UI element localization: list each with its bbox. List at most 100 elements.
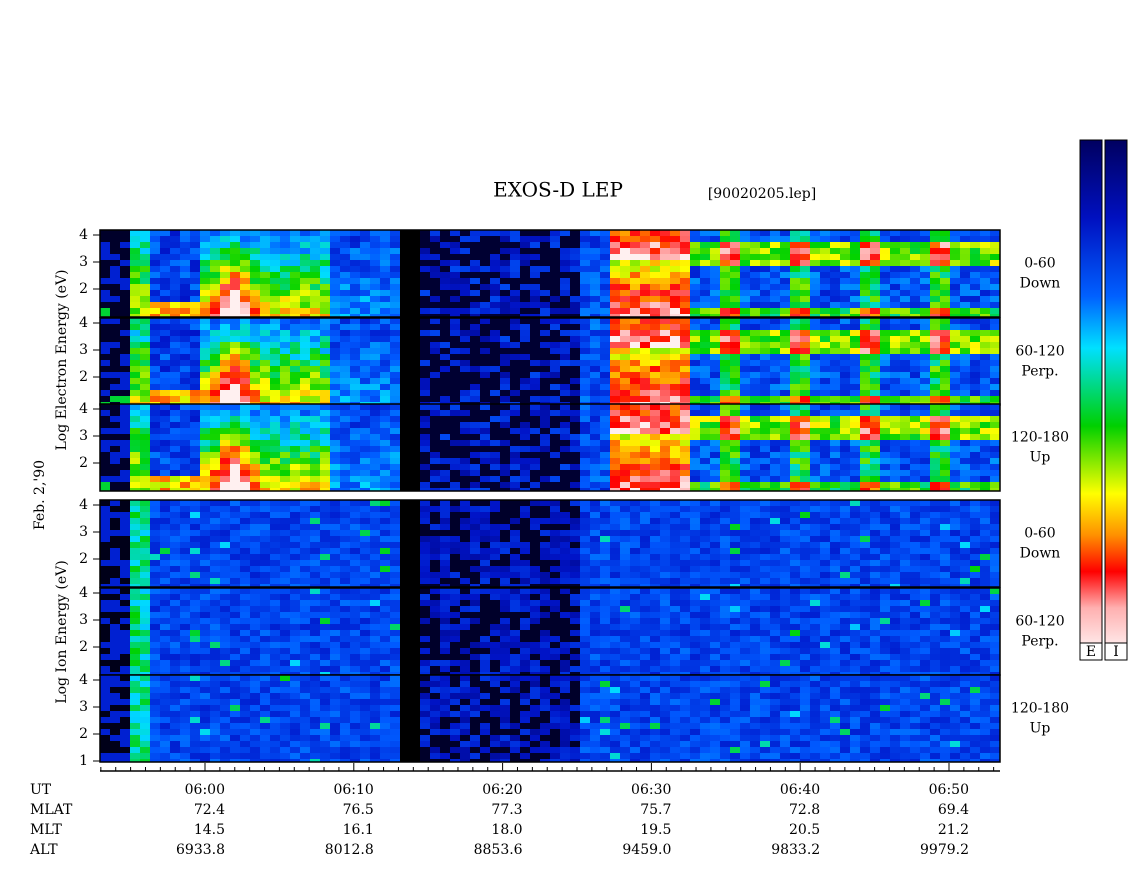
spectrogram-cell <box>830 272 840 278</box>
spectrogram-cell <box>460 284 470 290</box>
spectrogram-cell <box>800 378 810 384</box>
spectrogram-cell <box>140 476 150 482</box>
spectrogram-cell <box>120 512 130 518</box>
spectrogram-cell <box>620 290 630 296</box>
spectrogram-cell <box>240 318 250 324</box>
spectrogram-cell <box>200 378 210 384</box>
spectrogram-cell <box>230 572 240 578</box>
spectrogram-cell <box>850 360 860 366</box>
spectrogram-cell <box>480 452 490 458</box>
spectrogram-cell <box>870 360 880 366</box>
spectrogram-cell <box>450 254 460 260</box>
spectrogram-cell <box>670 236 680 242</box>
spectrogram-cell <box>360 482 370 488</box>
spectrogram-cell <box>350 458 360 464</box>
spectrogram-cell <box>130 506 140 512</box>
spectrogram-cell <box>400 560 410 566</box>
spectrogram-cell <box>460 278 470 284</box>
spectrogram-cell <box>840 236 850 242</box>
spectrogram-cell <box>690 500 700 506</box>
spectrogram-cell <box>850 254 860 260</box>
spectrogram-cell <box>180 458 190 464</box>
spectrogram-cell <box>150 578 160 584</box>
spectrogram-cell <box>550 572 560 578</box>
spectrogram-cell <box>750 272 760 278</box>
spectrogram-cell <box>420 416 430 422</box>
spectrogram-cell <box>580 390 590 396</box>
spectrogram-cell <box>300 446 310 452</box>
spectrogram-cell <box>380 476 390 482</box>
spectrogram-cell <box>540 500 550 506</box>
spectrogram-cell <box>930 302 940 308</box>
spectrogram-cell <box>710 530 720 536</box>
spectrogram-cell <box>250 254 260 260</box>
spectrogram-cell <box>860 378 870 384</box>
spectrogram-cell <box>680 428 690 434</box>
spectrogram-cell <box>370 560 380 566</box>
spectrogram-cell <box>450 560 460 566</box>
spectrogram-cell <box>990 440 1000 446</box>
spectrogram-cell <box>420 542 430 548</box>
spectrogram-cell <box>400 446 410 452</box>
spectrogram-cell <box>430 302 440 308</box>
spectrogram-cell <box>520 318 530 324</box>
spectrogram-cell <box>970 254 980 260</box>
spectrogram-cell <box>670 566 680 572</box>
spectrogram-cell <box>420 348 430 354</box>
spectrogram-cell <box>250 542 260 548</box>
spectrogram-cell <box>850 302 860 308</box>
spectrogram-cell <box>290 366 300 372</box>
spectrogram-cell <box>820 348 830 354</box>
spectrogram-cell <box>560 440 570 446</box>
spectrogram-cell <box>850 422 860 428</box>
spectrogram-cell <box>240 230 250 236</box>
spectrogram-cell <box>300 470 310 476</box>
spectrogram-cell <box>520 354 530 360</box>
spectrogram-cell <box>190 512 200 518</box>
spectrogram-cell <box>660 434 670 440</box>
spectrogram-cell <box>440 384 450 390</box>
spectrogram-cell <box>830 458 840 464</box>
spectrogram-cell <box>140 434 150 440</box>
spectrogram-cell <box>560 372 570 378</box>
spectrogram-cell <box>620 548 630 554</box>
spectrogram-cell <box>720 446 730 452</box>
spectrogram-cell <box>370 470 380 476</box>
spectrogram-cell <box>700 354 710 360</box>
spectrogram-cell <box>480 308 490 314</box>
spectrogram-cell <box>930 372 940 378</box>
spectrogram-cell <box>950 464 960 470</box>
spectrogram-cell <box>510 506 520 512</box>
spectrogram-cell <box>910 416 920 422</box>
spectrogram-cell <box>880 354 890 360</box>
spectrogram-cell <box>620 366 630 372</box>
spectrogram-cell <box>500 482 510 488</box>
spectrogram-cell <box>960 272 970 278</box>
spectrogram-cell <box>560 482 570 488</box>
spectrogram-cell <box>540 302 550 308</box>
spectrogram-cell <box>270 584 280 587</box>
spectrogram-cell <box>460 566 470 572</box>
spectrogram-cell <box>830 428 840 434</box>
spectrogram-cell <box>580 404 590 410</box>
spectrogram-cell <box>520 242 530 248</box>
spectrogram-cell <box>570 452 580 458</box>
spectrogram-cell <box>650 518 660 524</box>
spectrogram-cell <box>130 428 140 434</box>
spectrogram-cell <box>600 500 610 506</box>
spectrogram-cell <box>180 536 190 542</box>
spectrogram-cell <box>480 476 490 482</box>
spectrogram-cell <box>580 488 590 491</box>
spectrogram-cell <box>490 584 500 587</box>
spectrogram-cell <box>520 446 530 452</box>
spectrogram-cell <box>650 428 660 434</box>
spectrogram-cell <box>660 242 670 248</box>
spectrogram-cell <box>270 384 280 390</box>
spectrogram-cell <box>680 342 690 348</box>
spectrogram-cell <box>800 390 810 396</box>
spectrogram-cell <box>140 384 150 390</box>
spectrogram-cell <box>470 560 480 566</box>
spectrogram-cell <box>650 266 660 272</box>
spectrogram-cell <box>490 548 500 554</box>
spectrogram-cell <box>570 530 580 536</box>
